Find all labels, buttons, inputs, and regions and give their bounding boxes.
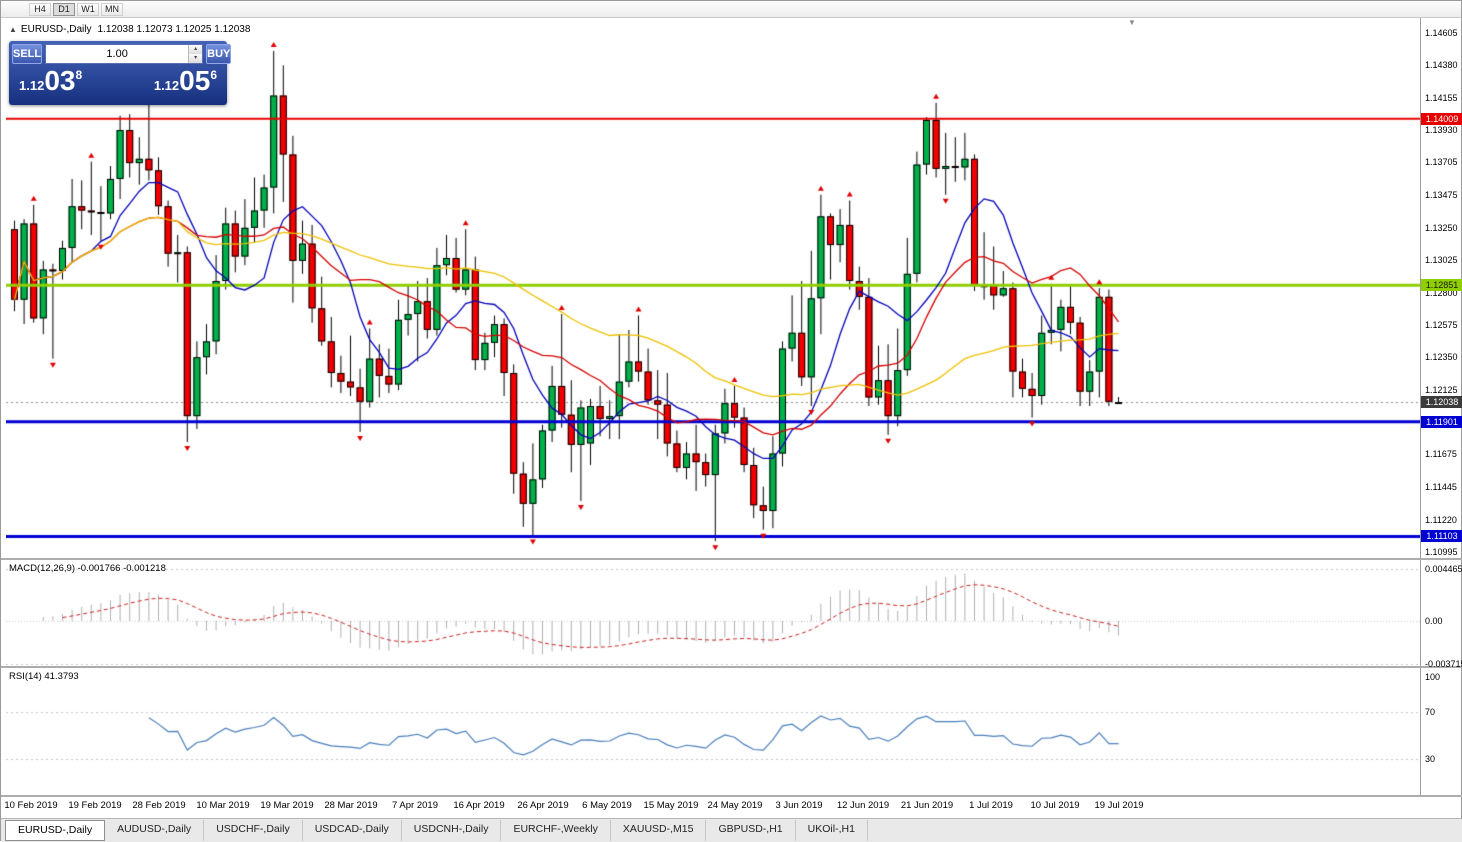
chart-tab-usdchf[interactable]: USDCHF-,Daily — [204, 820, 303, 841]
sell-button[interactable]: SELL — [12, 44, 43, 64]
date-axis-label: 6 May 2019 — [582, 800, 632, 811]
date-axis-label: 24 May 2019 — [707, 800, 763, 811]
chart-tabs: EURUSD-,Daily AUDUSD-,Daily USDCHF-,Daily U… — [5, 820, 868, 841]
current-price-badge: 1.12038 — [1421, 396, 1462, 409]
price-axis-label: 1.14605 — [1425, 28, 1458, 38]
date-axis-label: 3 Jun 2019 — [775, 800, 823, 811]
rsi-axis-label: 30 — [1425, 753, 1436, 764]
price-axis-label: 1.13705 — [1425, 157, 1458, 168]
chart-tab-xauusd[interactable]: XAUUSD-,M15 — [611, 820, 707, 841]
date-axis-label: 28 Feb 2019 — [132, 800, 186, 811]
price-axis-label: 1.13025 — [1425, 255, 1458, 266]
chart-tabbar: EURUSD-,Daily AUDUSD-,Daily USDCHF-,Daily U… — [1, 818, 1462, 842]
chart-ohlc-values: 1.12038 1.12073 1.12025 1.12038 — [97, 24, 251, 35]
macd-values-text: -0.001766 -0.001218 — [77, 563, 166, 574]
date-axis-label: 19 Feb 2019 — [68, 800, 122, 811]
date-axis-label: 1 Jul 2019 — [969, 800, 1013, 811]
support1-price-badge: 1.11901 — [1421, 415, 1462, 428]
sell-price-big-digits: 03 — [44, 65, 76, 96]
date-axis-label: 10 Mar 2019 — [196, 800, 250, 811]
buy-price-prefix: 1.12 — [153, 78, 180, 93]
price-axis-label: 1.12125 — [1425, 384, 1458, 395]
period-button-d1[interactable]: D1 — [53, 2, 75, 16]
price-axis-label: 1.13475 — [1425, 190, 1458, 201]
rsi-panel-canvas[interactable] — [6, 668, 1420, 795]
buy-price-display: 1.12 05 6 — [154, 65, 217, 97]
rsi-indicator-label: RSI(14) 41.3793 — [9, 671, 79, 682]
buy-button[interactable]: BUY — [206, 44, 232, 64]
chart-tab-usdcnh[interactable]: USDCNH-,Daily — [402, 820, 502, 841]
price-axis-label: 1.11220 — [1425, 514, 1457, 525]
volume-input[interactable] — [46, 45, 189, 63]
price-scale-border — [1420, 18, 1421, 795]
trade-prices-row: 1.12 03 8 1.12 05 6 — [12, 64, 224, 97]
buy-price-pip-digit: 6 — [210, 68, 217, 82]
date-axis-label: 19 Mar 2019 — [260, 800, 314, 811]
chart-tab-gbpusd[interactable]: GBPUSD-,H1 — [706, 820, 796, 841]
sell-price-display: 1.12 03 8 — [19, 65, 82, 97]
green-level-price-badge: 1.12851 — [1421, 279, 1462, 292]
volume-spinner: ▴ ▾ — [188, 45, 203, 63]
macd-label-text: MACD(12,26,9) — [9, 563, 75, 574]
sell-price-prefix: 1.12 — [19, 78, 45, 93]
price-axis-label: 1.11675 — [1425, 449, 1457, 460]
volume-increase-button[interactable]: ▴ — [189, 45, 203, 54]
sell-price-pip-digit: 8 — [75, 68, 83, 82]
rsi-label-text: RSI(14) — [9, 671, 42, 682]
volume-decrease-button[interactable]: ▾ — [189, 54, 203, 63]
date-axis-label: 21 Jun 2019 — [900, 800, 954, 811]
chart-tab-eurchf[interactable]: EURCHF-,Weekly — [501, 820, 611, 841]
one-click-panel-toggle-icon[interactable]: ▲ — [9, 25, 17, 34]
date-axis-label: 10 Jul 2019 — [1030, 800, 1080, 811]
price-axis-label: 1.12575 — [1425, 319, 1458, 330]
price-axis-label: 1.14380 — [1425, 60, 1458, 71]
rsi-axis-label: 70 — [1425, 707, 1436, 718]
chart-symbol-label: EURUSD-,Daily — [20, 24, 92, 35]
panel-separator[interactable] — [1, 795, 1462, 797]
date-axis-label: 15 May 2019 — [643, 800, 699, 811]
panel-separator[interactable] — [1, 666, 1462, 668]
resistance-price-badge: 1.14009 — [1421, 112, 1462, 125]
price-axis-label: 1.13930 — [1425, 125, 1458, 136]
period-button-h4[interactable]: H4 — [29, 2, 51, 16]
macd-indicator-label: MACD(12,26,9) -0.001766 -0.001218 — [9, 563, 166, 574]
price-chart-canvas[interactable] — [6, 18, 1420, 558]
macd-axis-label: 0.004465 — [1425, 564, 1462, 574]
chart-tab-usdcad[interactable]: USDCAD-,Daily — [303, 820, 402, 841]
price-axis-label: 1.11445 — [1425, 482, 1457, 493]
date-axis-label: 16 Apr 2019 — [453, 800, 505, 811]
chart-tab-audusd[interactable]: AUDUSD-,Daily — [105, 820, 205, 841]
panel-separator[interactable] — [1, 558, 1462, 560]
price-axis-label: 1.12800 — [1425, 287, 1458, 298]
volume-stepper: ▴ ▾ — [45, 44, 204, 64]
macd-axis-label: -0.003715 — [1425, 659, 1462, 669]
price-axis-label: 1.14155 — [1425, 92, 1458, 103]
trade-controls-row: SELL ▴ ▾ BUY — [12, 44, 232, 64]
date-axis-label: 7 Apr 2019 — [392, 800, 438, 811]
macd-axis-label: 0.00 — [1425, 615, 1443, 626]
price-axis-label: 1.13250 — [1425, 222, 1458, 233]
price-axis-label: 1.12350 — [1425, 352, 1458, 363]
date-axis-label: 26 Apr 2019 — [517, 800, 569, 811]
date-axis-label: 10 Feb 2019 — [4, 800, 58, 811]
timeframe-buttons: H4 D1 W1 MN — [29, 2, 125, 16]
period-button-mn[interactable]: MN — [101, 2, 123, 16]
chart-tab-ukoil[interactable]: UKOil-,H1 — [796, 820, 868, 841]
macd-panel-canvas[interactable] — [6, 560, 1420, 666]
support2-price-badge: 1.11103 — [1421, 530, 1462, 543]
timeframe-toolbar: H4 D1 W1 MN — [1, 1, 1461, 18]
date-axis-label: 28 Mar 2019 — [324, 800, 378, 811]
rsi-value-text: 41.3793 — [44, 671, 79, 682]
buy-price-big-digits: 05 — [179, 65, 211, 96]
chart-title: ▲ EURUSD-,Daily 1.12038 1.12073 1.12025 1.… — [9, 24, 250, 35]
rsi-axis-label: 100 — [1425, 672, 1441, 682]
date-axis-label: 12 Jun 2019 — [836, 800, 890, 811]
chart-tab-eurusd[interactable]: EURUSD-,Daily — [5, 820, 106, 841]
price-axis-label: 1.10995 — [1425, 547, 1458, 557]
chart-shift-marker-icon[interactable]: ▼ — [1128, 18, 1136, 27]
period-button-w1[interactable]: W1 — [77, 2, 99, 16]
date-axis-label: 19 Jul 2019 — [1094, 800, 1144, 811]
